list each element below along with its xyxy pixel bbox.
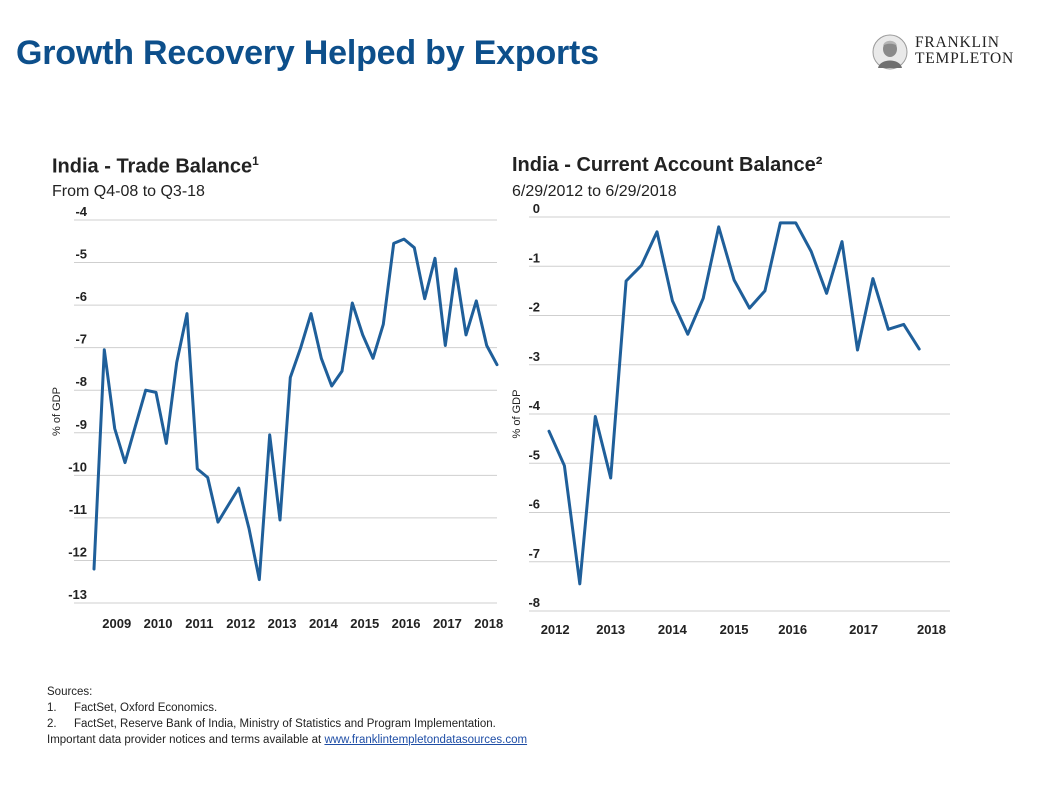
chart-2-subtitle: 6/29/2012 to 6/29/2018 (512, 183, 677, 200)
y-tick-label: -5 (528, 447, 540, 462)
data-notice: Important data provider notices and term… (47, 732, 527, 748)
y-tick-label: -7 (528, 546, 540, 561)
x-tick-label: 2017 (849, 622, 878, 637)
y-tick-label: -8 (75, 374, 87, 389)
source-text: FactSet, Oxford Economics. (74, 702, 218, 714)
x-tick-label: 2013 (268, 616, 297, 631)
y-tick-label: -4 (75, 204, 87, 219)
x-tick-label: 2018 (917, 622, 946, 637)
series-line (547, 221, 921, 586)
x-tick-label: 2015 (720, 622, 749, 637)
franklin-templeton-logo: FRANKLIN TEMPLETON (872, 34, 1037, 70)
slide-title: Growth Recovery Helped by Exports (16, 34, 599, 72)
y-axis-label: % of GDP (51, 387, 63, 436)
y-tick-label: -2 (528, 300, 540, 315)
chart-2-title-footnote: ² (815, 154, 823, 176)
x-tick-label: 2012 (226, 616, 255, 631)
y-tick-label: -10 (68, 459, 87, 474)
x-tick-label: 2009 (102, 616, 131, 631)
x-tick-label: 2015 (350, 616, 379, 631)
logo-line-1: FRANKLIN (915, 34, 1000, 51)
chart-2-title-text: India - Current Account Balance (512, 154, 816, 176)
y-axis-label: % of GDP (511, 390, 523, 439)
sources-heading: Sources: (47, 686, 93, 698)
y-tick-label: -8 (528, 595, 540, 610)
y-tick-label: 0 (533, 201, 540, 216)
y-tick-label: -5 (75, 247, 87, 262)
chart-1-title: India - Trade Balance1 (52, 154, 259, 179)
data-notice-text: Important data provider notices and term… (47, 734, 325, 746)
x-tick-label: 2011 (185, 616, 213, 631)
x-tick-label: 2013 (596, 622, 625, 637)
y-tick-label: -7 (75, 332, 87, 347)
sources-block: Sources: 1. FactSet, Oxford Economics. 2… (47, 684, 527, 748)
x-tick-label: 2016 (392, 616, 421, 631)
x-tick-label: 2014 (309, 616, 339, 631)
source-number: 1. (47, 702, 57, 714)
y-tick-label: -3 (528, 349, 540, 364)
x-tick-label: 2016 (778, 622, 807, 637)
source-number: 2. (47, 718, 57, 730)
chart-1-subtitle: From Q4-08 to Q3-18 (52, 183, 205, 200)
franklin-portrait-icon (872, 34, 908, 70)
source-item: 2. FactSet, Reserve Bank of India, Minis… (47, 716, 527, 732)
source-item: 1. FactSet, Oxford Economics. (47, 700, 527, 716)
y-tick-label: -12 (68, 544, 87, 559)
y-tick-label: -9 (75, 417, 87, 432)
series-line (92, 237, 499, 582)
y-tick-label: -11 (69, 502, 87, 517)
chart-1-title-text: India - Trade Balance (52, 155, 253, 178)
logo-line-2: TEMPLETON (915, 50, 1015, 67)
chart-2-title: India - Current Account Balance² (512, 154, 822, 177)
y-tick-label: -6 (75, 289, 87, 304)
y-tick-label: -6 (528, 497, 540, 512)
x-tick-label: 2018 (474, 616, 503, 631)
logo-wordmark: FRANKLIN TEMPLETON (915, 35, 1014, 67)
x-tick-label: 2017 (433, 616, 462, 631)
x-tick-label: 2012 (541, 622, 570, 637)
data-sources-link[interactable]: www.franklintempletondatasources.com (324, 734, 528, 746)
y-tick-label: -4 (528, 398, 540, 413)
y-tick-label: -13 (68, 587, 87, 602)
source-text: FactSet, Reserve Bank of India, Ministry… (74, 718, 496, 730)
chart-1-title-footnote: 1 (252, 154, 259, 168)
y-tick-label: -1 (528, 250, 540, 265)
x-tick-label: 2014 (658, 622, 688, 637)
x-tick-label: 2010 (144, 616, 173, 631)
